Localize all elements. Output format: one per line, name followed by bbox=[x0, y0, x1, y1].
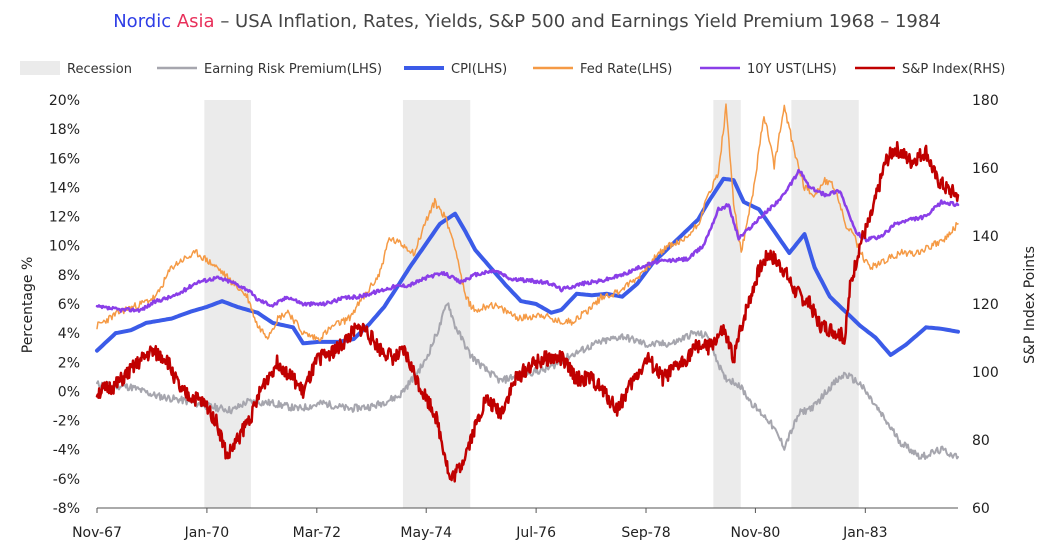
legend-label-5: S&P Index(RHS) bbox=[902, 62, 1005, 77]
left-tick-label-14: -8% bbox=[53, 501, 80, 517]
brand-nordic: Nordic bbox=[113, 11, 171, 32]
right-tick-label-1: 160 bbox=[972, 161, 999, 177]
right-tick-label-2: 140 bbox=[972, 229, 999, 245]
series-layer bbox=[95, 103, 960, 483]
x-tick-label-7: Jan-83 bbox=[842, 525, 887, 541]
series-line-2 bbox=[96, 103, 959, 342]
left-tick-label-3: 14% bbox=[49, 180, 80, 196]
legend-label-3: Fed Rate(LHS) bbox=[580, 62, 672, 77]
legend-label-4: 10Y UST(LHS) bbox=[747, 62, 837, 77]
left-tick-label-6: 8% bbox=[58, 268, 80, 284]
left-tick-label-10: 0% bbox=[58, 384, 80, 400]
left-tick-label-11: -2% bbox=[53, 414, 80, 430]
recession-band-2 bbox=[713, 100, 741, 508]
x-tick-label-1: Jan-70 bbox=[184, 525, 229, 541]
x-tick-label-5: Sep-78 bbox=[621, 525, 670, 541]
right-tick-label-5: 80 bbox=[972, 433, 990, 449]
legend-label-2: CPI(LHS) bbox=[451, 62, 507, 77]
title-rest: – USA Inflation, Rates, Yields, S&P 500 … bbox=[220, 11, 940, 32]
x-tick-label-6: Nov-80 bbox=[730, 525, 780, 541]
right-tick-label-4: 100 bbox=[972, 365, 999, 381]
x-tick-label-2: Mar-72 bbox=[293, 525, 341, 541]
right-tick-label-6: 60 bbox=[972, 501, 990, 517]
legend-label-1: Earning Risk Premium(LHS) bbox=[204, 62, 382, 77]
x-tick-label-3: May-74 bbox=[400, 525, 452, 541]
series-line-3 bbox=[95, 168, 960, 313]
left-tick-label-1: 18% bbox=[49, 122, 80, 138]
left-tick-label-13: -6% bbox=[53, 472, 80, 488]
legend: Recession Earning Risk Premium(LHS) CPI(LH… bbox=[20, 61, 1005, 77]
legend-label-0: Recession bbox=[67, 62, 132, 77]
left-tick-label-5: 10% bbox=[49, 239, 80, 255]
left-tick-label-12: -4% bbox=[53, 443, 80, 459]
left-tick-label-2: 16% bbox=[49, 151, 80, 167]
left-tick-label-8: 4% bbox=[58, 326, 80, 342]
x-tick-label-0: Nov-67 bbox=[72, 525, 122, 541]
recession-layer bbox=[204, 100, 859, 508]
left-tick-label-7: 6% bbox=[58, 297, 80, 313]
left-tick-label-4: 12% bbox=[49, 210, 80, 226]
chart-title: Nordic Asia – USA Inflation, Rates, Yiel… bbox=[113, 11, 941, 32]
brand-asia: Asia bbox=[177, 11, 215, 32]
right-tick-label-3: 120 bbox=[972, 297, 999, 313]
right-axis-title: S&P Index Points bbox=[1022, 246, 1038, 364]
axis-layer: Nov-67 Jan-70 Mar-72 May-74 Jul-76 Sep-78 Nov-… bbox=[49, 93, 999, 541]
left-axis-title: Percentage % bbox=[20, 257, 36, 354]
x-tick-label-4: Jul-76 bbox=[515, 525, 556, 541]
left-tick-label-9: 2% bbox=[58, 355, 80, 371]
legend-swatch-0 bbox=[20, 61, 60, 75]
recession-band-1 bbox=[402, 100, 471, 508]
series-line-1 bbox=[95, 176, 960, 357]
left-tick-label-0: 20% bbox=[49, 93, 80, 109]
right-tick-label-0: 180 bbox=[972, 93, 999, 109]
series-line-4 bbox=[95, 140, 960, 483]
